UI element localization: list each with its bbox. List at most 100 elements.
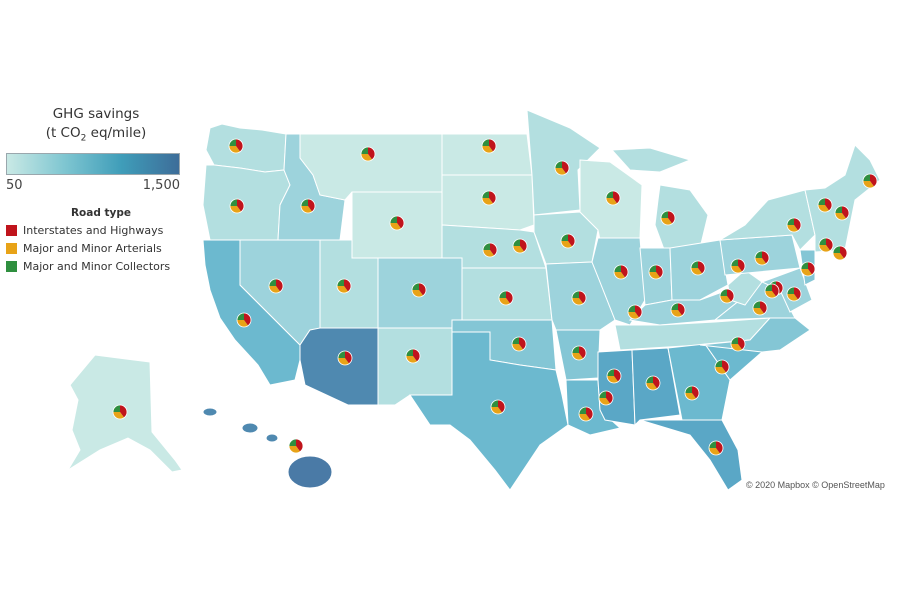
state-road-type-pie[interactable] <box>490 399 506 415</box>
state-road-type-pie[interactable] <box>648 264 664 280</box>
pie-slice <box>579 346 587 359</box>
state-road-type-pie[interactable] <box>786 286 802 302</box>
pie-slice <box>661 211 668 218</box>
pie-slice <box>289 439 296 446</box>
state-road-type-pie[interactable] <box>554 160 570 176</box>
pie-slice <box>753 301 760 308</box>
state-new-mexico[interactable] <box>377 327 453 406</box>
state-road-type-pie[interactable] <box>670 302 686 318</box>
state-road-type-pie[interactable] <box>268 278 284 294</box>
pie-slice <box>572 346 579 353</box>
state-road-type-pie[interactable] <box>511 336 527 352</box>
pie-slice <box>698 261 705 274</box>
state-road-type-pie[interactable] <box>730 258 746 274</box>
state-road-type-pie[interactable] <box>800 261 816 277</box>
pie-slice <box>338 351 345 358</box>
state-florida[interactable] <box>639 419 743 491</box>
state-road-type-pie[interactable] <box>411 282 427 298</box>
state-road-type-pie[interactable] <box>606 368 622 384</box>
pie-slice <box>760 301 767 314</box>
state-road-type-pie[interactable] <box>229 198 245 214</box>
state-arizona[interactable] <box>299 327 379 406</box>
state-hawaii[interactable] <box>202 407 333 489</box>
state-road-type-pie[interactable] <box>482 242 498 258</box>
pie-slice <box>722 360 730 373</box>
state-road-type-pie[interactable] <box>598 390 614 406</box>
state-road-type-pie[interactable] <box>578 406 594 422</box>
road-type-swatch <box>6 260 17 272</box>
state-road-type-pie[interactable] <box>645 375 661 391</box>
pie-slice <box>720 289 727 296</box>
pie-slice <box>301 199 308 206</box>
state-texas[interactable] <box>409 331 569 491</box>
pie-slice <box>237 313 244 320</box>
state-road-type-pie[interactable] <box>481 190 497 206</box>
state-michigan-upper[interactable] <box>610 147 692 173</box>
state-road-type-pie[interactable] <box>832 245 848 261</box>
pie-slice <box>499 291 506 298</box>
road-type-swatch <box>6 242 17 254</box>
map-attribution[interactable]: © 2020 Mapbox © OpenStreetMap <box>746 480 885 490</box>
state-road-type-pie[interactable] <box>684 385 700 401</box>
state-north-carolina[interactable] <box>699 317 811 353</box>
state-washington[interactable] <box>205 123 287 173</box>
state-road-type-pie[interactable] <box>336 278 352 294</box>
state-road-type-pie[interactable] <box>754 250 770 266</box>
state-road-type-pie[interactable] <box>228 138 244 154</box>
pie-slice <box>606 391 613 404</box>
state-road-type-pie[interactable] <box>627 304 643 320</box>
pie-slice <box>607 369 614 376</box>
state-road-type-pie[interactable] <box>571 290 587 306</box>
state-road-type-pie[interactable] <box>730 336 746 352</box>
state-new-england[interactable] <box>804 144 881 253</box>
state-road-type-pie[interactable] <box>481 138 497 154</box>
state-georgia[interactable] <box>667 343 731 421</box>
pie-slice <box>368 147 376 160</box>
state-road-type-pie[interactable] <box>660 210 676 226</box>
state-road-type-pie[interactable] <box>512 238 528 254</box>
pie-slice <box>825 198 832 211</box>
pie-slice <box>482 191 489 198</box>
state-mississippi[interactable] <box>597 349 636 426</box>
pie-slice <box>520 239 527 252</box>
state-road-type-pie[interactable] <box>786 217 802 233</box>
state-road-type-pie[interactable] <box>498 290 514 306</box>
state-road-type-pie[interactable] <box>560 233 576 249</box>
pie-slice <box>614 369 622 382</box>
state-road-type-pie[interactable] <box>236 312 252 328</box>
state-road-type-pie[interactable] <box>360 146 376 162</box>
state-road-type-pie[interactable] <box>708 440 724 456</box>
state-oregon[interactable] <box>202 164 291 241</box>
state-montana[interactable] <box>299 133 443 201</box>
pie-slice <box>244 313 252 326</box>
state-road-type-pie[interactable] <box>605 190 621 206</box>
state-road-type-pie[interactable] <box>714 359 730 375</box>
pie-slice <box>491 400 498 407</box>
state-road-type-pie[interactable] <box>571 345 587 361</box>
state-road-type-pie[interactable] <box>300 198 316 214</box>
state-road-type-pie[interactable] <box>834 205 850 221</box>
pie-slice <box>794 218 802 231</box>
states-layer <box>202 109 881 491</box>
state-road-type-pie[interactable] <box>862 173 878 189</box>
state-road-type-pie[interactable] <box>288 438 304 454</box>
state-road-type-pie[interactable] <box>690 260 706 276</box>
state-road-type-pie[interactable] <box>719 288 735 304</box>
pie-slice <box>635 305 642 318</box>
state-road-type-pie[interactable] <box>112 404 128 420</box>
pie-slice <box>344 279 352 292</box>
state-road-type-pie[interactable] <box>818 237 834 253</box>
pie-slice <box>586 407 593 420</box>
state-road-type-pie[interactable] <box>817 197 833 213</box>
state-road-type-pie[interactable] <box>752 300 768 316</box>
state-road-type-pie[interactable] <box>405 348 421 364</box>
state-road-type-pie[interactable] <box>337 350 353 366</box>
state-road-type-pie[interactable] <box>613 264 629 280</box>
pie-slice <box>489 191 497 204</box>
state-road-type-pie[interactable] <box>764 283 780 299</box>
pie-slice <box>801 262 808 269</box>
state-road-type-pie[interactable] <box>389 215 405 231</box>
pie-slice <box>561 234 568 241</box>
